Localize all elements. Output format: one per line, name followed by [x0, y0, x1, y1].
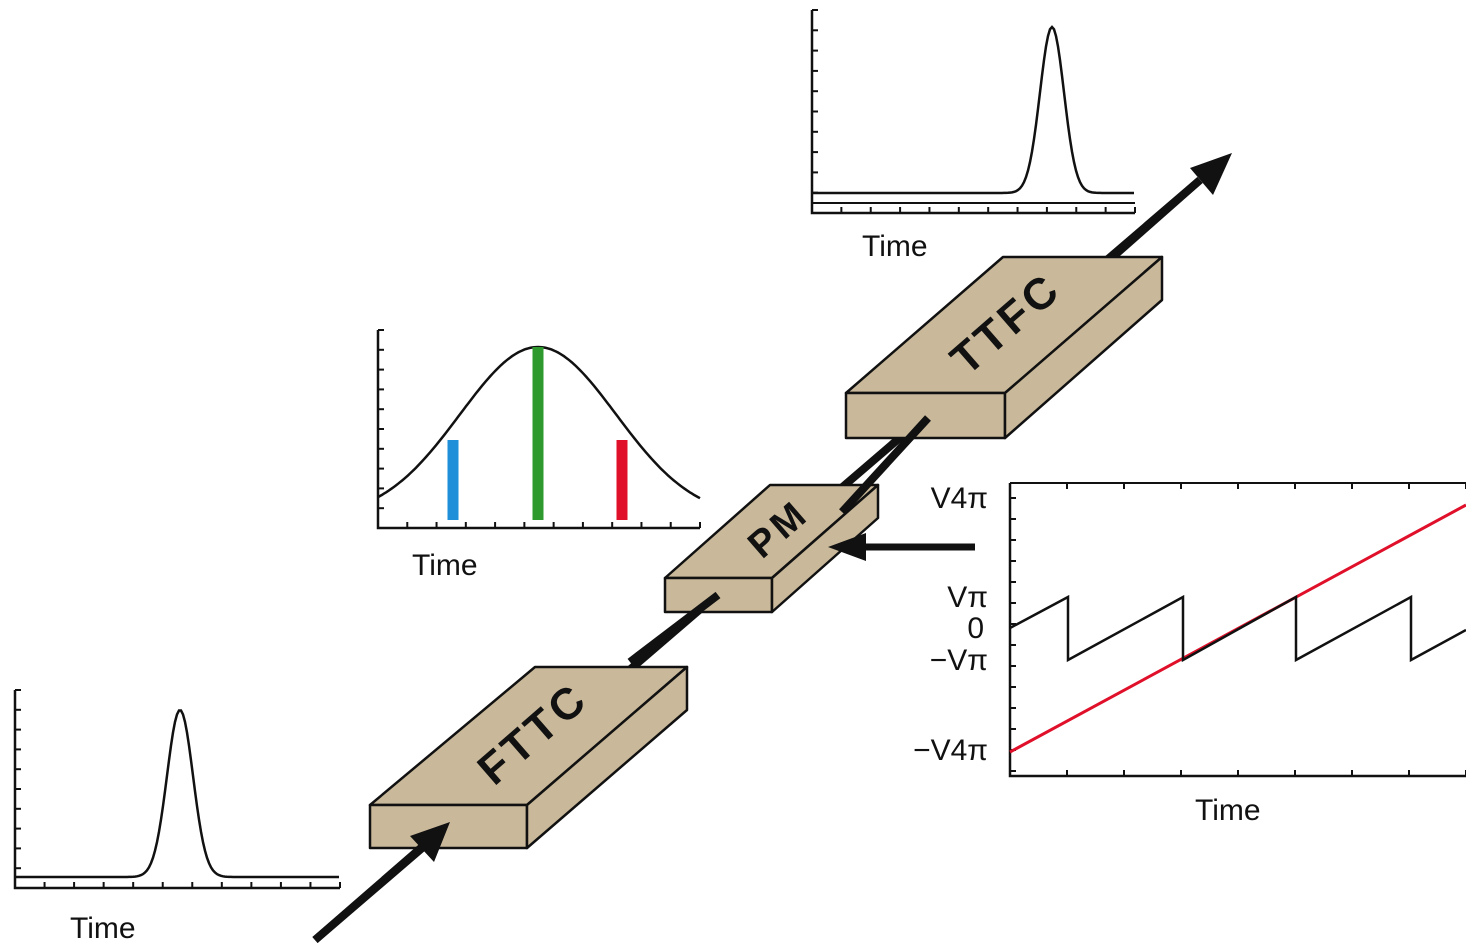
beam-line [315, 840, 430, 940]
diagram: FTTC PM TTFC Time Time Time Time V4π Vπ … [0, 0, 1466, 945]
pulse [15, 711, 339, 878]
y-label: −V4π [913, 734, 988, 767]
axis [15, 690, 340, 888]
sawtooth [1010, 597, 1466, 660]
y-label: 0 [967, 612, 984, 645]
y-label: −Vπ [930, 644, 988, 677]
axis [812, 10, 1135, 213]
beam-line [1115, 180, 1200, 255]
y-label: Vπ [947, 581, 988, 614]
x-label: Time [412, 549, 478, 582]
arrow-head [1190, 153, 1232, 195]
x-label: Time [70, 912, 136, 945]
y-label: V4π [931, 482, 988, 515]
x-label: Time [1195, 794, 1261, 827]
x-label: Time [862, 230, 928, 263]
pulse [812, 27, 1134, 193]
